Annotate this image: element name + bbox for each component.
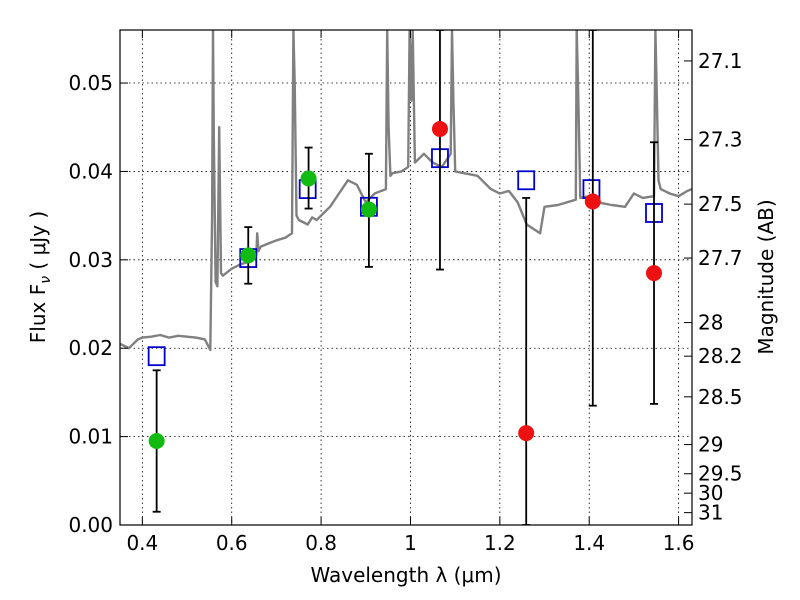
- red-point: [584, 193, 601, 210]
- red-point: [518, 425, 535, 442]
- x-tick-label: 0.6: [216, 531, 248, 555]
- y-tick-label: 0.04: [68, 159, 113, 183]
- x-tick-label: 1: [404, 531, 417, 555]
- x-tick-label: 0.4: [126, 531, 158, 555]
- x-tick-label: 1.6: [663, 531, 695, 555]
- y2-tick-label: 28.2: [698, 344, 743, 368]
- x-tick-label: 1.2: [484, 531, 516, 555]
- model-square: [517, 170, 536, 191]
- y-tick-label: 0.01: [68, 425, 113, 449]
- y-axis-title: Flux Fν ( μJy ): [26, 211, 54, 343]
- y2-axis-title: Magnitude (AB): [754, 199, 778, 354]
- y2-tick-label: 29.5: [698, 462, 743, 486]
- sed-spectrum: [120, 30, 692, 352]
- y-axis-title-sub: ν: [38, 276, 54, 284]
- y2-tick-label: 31: [698, 501, 723, 525]
- y2-tick-label: 27.1: [698, 49, 743, 73]
- y2-tick-label: 30: [698, 481, 723, 505]
- y-axis-title-unit: ( μJy ): [26, 211, 50, 276]
- sed-line: [120, 30, 692, 352]
- green-point: [360, 201, 377, 218]
- x-tick-label: 1.4: [573, 531, 605, 555]
- green-point: [240, 247, 257, 264]
- data-marks: [147, 30, 663, 525]
- red-point: [431, 121, 448, 137]
- x-axis-title: Wavelength λ (μm): [310, 563, 501, 587]
- axis-ticks: 0.4 0.6 0.8 1 1.2 1.4 1.6 0.00 0.01 0.02 0.03 0.04 0…: [68, 30, 743, 555]
- y2-tick-label: 27.7: [698, 246, 743, 270]
- y2-tick-label: 27.3: [698, 128, 743, 152]
- y-tick-label: 0.05: [68, 71, 113, 95]
- green-point: [148, 433, 165, 450]
- model-square: [147, 346, 166, 367]
- y2-tick-label: 27.5: [698, 192, 743, 216]
- y-tick-label: 0.00: [68, 513, 113, 537]
- x-tick-label: 0.8: [305, 531, 337, 555]
- plot-frame: [119, 29, 693, 526]
- y2-tick-label: 28: [698, 311, 723, 335]
- red-point: [646, 265, 663, 282]
- green-point: [300, 170, 317, 187]
- y2-tick-label: 28.5: [698, 385, 743, 409]
- grid-lines: [120, 30, 692, 526]
- y-tick-label: 0.03: [68, 248, 113, 272]
- y2-tick-label: 29: [698, 433, 723, 457]
- y-tick-label: 0.02: [68, 336, 113, 360]
